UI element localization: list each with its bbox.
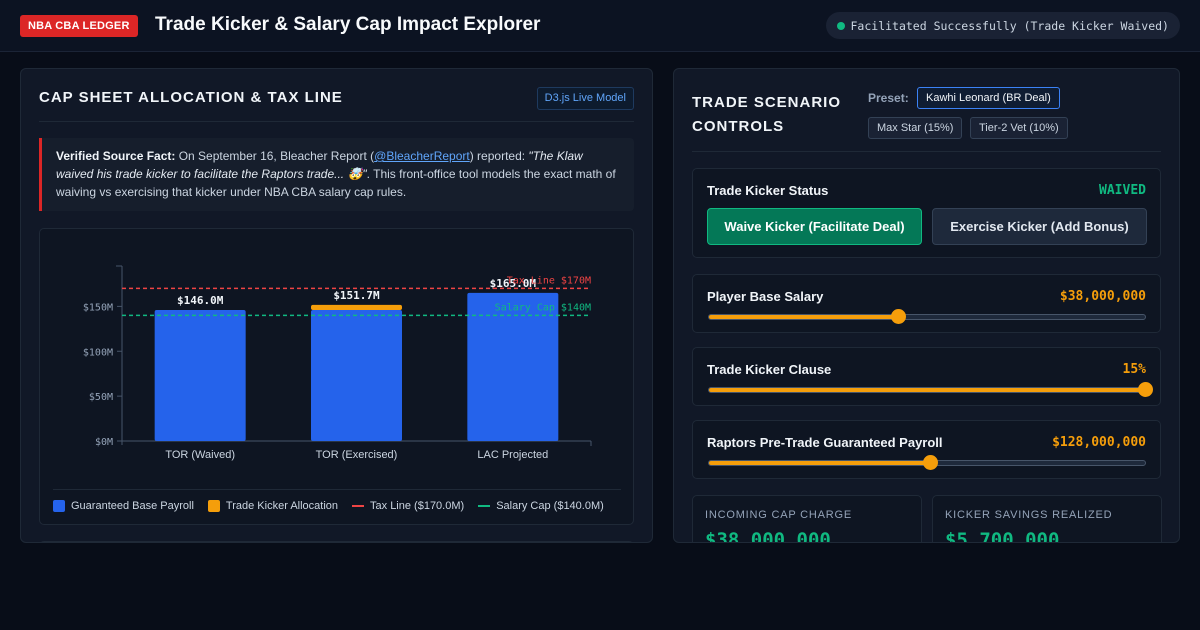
cap-line-label: Salary Cap $140M — [495, 302, 591, 313]
payroll-value: $128,000,000 — [1052, 435, 1146, 450]
base-salary-slider[interactable] — [708, 309, 1146, 324]
tax-line-label: Tax Line $170M — [507, 275, 591, 286]
bar-total-label: $165.0M — [490, 277, 537, 290]
legend-tax-line — [352, 505, 365, 507]
legend-kicker: Trade Kicker Allocation — [207, 500, 339, 512]
legend-kicker-label: Trade Kicker Allocation — [225, 500, 339, 512]
kicker-status-label: Trade Kicker Status — [707, 183, 829, 198]
model-badge: D3.js Live Model — [536, 87, 634, 110]
kicker-clause-slider[interactable] — [708, 382, 1153, 397]
x-tick-label: LAC Projected — [477, 449, 548, 461]
base-salary-card: Player Base Salary $38,000,000 — [692, 274, 1161, 333]
base-salary-fill — [709, 315, 899, 319]
exercise-kicker-button[interactable]: Exercise Kicker (Add Bonus) — [932, 208, 1147, 245]
cap-chart: $0M $50M $100M $150M $146.0M TOR (Waived) $151… — [83, 265, 592, 461]
legend-kicker-swatch — [207, 500, 220, 512]
kicker-savings-label: KICKER SAVINGS REALIZED — [945, 509, 1113, 521]
bleacher-report-link[interactable]: @BleacherReport — [374, 149, 470, 163]
payroll-fill — [709, 461, 930, 465]
incoming-cap-card: INCOMING CAP CHARGE $38,000,000 — [692, 495, 922, 543]
kicker-clause-label: Trade Kicker Clause — [707, 362, 832, 377]
kicker-savings-value: $5,700,000 — [945, 529, 1060, 543]
bar-base — [154, 309, 246, 441]
divider — [39, 121, 634, 122]
y-tick-label: $150M — [83, 302, 113, 313]
payroll-slider[interactable] — [708, 455, 1146, 470]
next-card-stub — [39, 541, 634, 542]
legend-cap: Salary Cap ($140.0M) — [478, 500, 604, 512]
x-tick-label: TOR (Exercised) — [316, 449, 398, 461]
legend-base-label: Guaranteed Base Payroll — [71, 500, 194, 512]
top-bar: NBA CBA LEDGER Trade Kicker & Salary Cap… — [0, 0, 1200, 52]
preset-max-star-button[interactable]: Max Star (15%) — [868, 117, 963, 139]
trade-controls-title: TRADE SCENARIO CONTROLS — [692, 94, 842, 135]
legend-cap-line — [478, 505, 491, 507]
kicker-clause-value: 15% — [1122, 362, 1146, 377]
status-text: Facilitated Successfully (Trade Kicker W… — [850, 18, 1170, 33]
status-dot-icon — [836, 21, 845, 30]
kicker-status-value: WAIVED — [1099, 183, 1146, 198]
y-tick-label: $0M — [95, 437, 113, 448]
cap-sheet-title: CAP SHEET ALLOCATION & TAX LINE — [39, 89, 343, 106]
kicker-status-card: Trade Kicker Status WAIVED Waive Kicker … — [692, 168, 1161, 258]
payroll-label: Raptors Pre-Trade Guaranteed Payroll — [707, 435, 943, 450]
status-pill: Facilitated Successfully (Trade Kicker W… — [825, 12, 1180, 39]
base-salary-thumb[interactable] — [891, 309, 907, 324]
incoming-cap-label: INCOMING CAP CHARGE — [705, 509, 853, 521]
legend-base: Guaranteed Base Payroll — [53, 500, 194, 512]
cap-chart-card: $0M $50M $100M $150M $146.0M TOR (Waived) $151… — [39, 228, 634, 525]
bar-kicker — [311, 304, 402, 310]
bar-total-label: $151.7M — [333, 289, 380, 302]
trade-controls-panel: TRADE SCENARIO CONTROLS Preset: Kawhi Le… — [673, 68, 1180, 543]
fact-text-2: ) reported: — [469, 149, 529, 163]
payroll-card: Raptors Pre-Trade Guaranteed Payroll $12… — [692, 420, 1161, 479]
preset-label: Preset: — [868, 91, 909, 105]
legend-base-swatch — [53, 500, 65, 512]
source-fact-box: Verified Source Fact: On September 16, B… — [39, 138, 634, 211]
bar-base — [467, 292, 559, 441]
preset-tier2-button[interactable]: Tier-2 Vet (10%) — [970, 117, 1068, 139]
fact-quote: "The Klaw waived his trade kicker to fac… — [56, 149, 583, 181]
cap-sheet-panel: CAP SHEET ALLOCATION & TAX LINE D3.js Li… — [20, 68, 653, 543]
divider — [692, 151, 1161, 152]
legend-tax-label: Tax Line ($170.0M) — [370, 500, 465, 512]
waive-kicker-button[interactable]: Waive Kicker (Facilitate Deal) — [707, 208, 922, 245]
legend-cap-label: Salary Cap ($140.0M) — [496, 500, 604, 512]
bar-total-label: $146.0M — [177, 294, 224, 307]
preset-kawhi-button[interactable]: Kawhi Leonard (BR Deal) — [917, 87, 1060, 109]
fact-text-3: . This front-office tool models the exac… — [56, 167, 616, 199]
kicker-clause-thumb[interactable] — [1138, 382, 1153, 397]
kicker-clause-card: Trade Kicker Clause 15% — [692, 347, 1161, 406]
app-title: Trade Kicker & Salary Cap Impact Explore… — [155, 14, 541, 35]
fact-label: Verified Source Fact: — [56, 149, 176, 163]
incoming-cap-value: $38,000,000 — [705, 529, 831, 543]
kicker-savings-card: KICKER SAVINGS REALIZED $5,700,000 — [932, 495, 1162, 543]
legend-tax: Tax Line ($170.0M) — [352, 500, 464, 512]
base-salary-label: Player Base Salary — [707, 289, 824, 304]
x-tick-label: TOR (Waived) — [165, 449, 235, 461]
y-tick-label: $50M — [89, 392, 113, 403]
brand-badge: NBA CBA LEDGER — [20, 15, 138, 37]
payroll-thumb[interactable] — [922, 455, 938, 470]
bar-base — [311, 309, 402, 441]
chart-legend: Guaranteed Base Payroll Trade Kicker All… — [53, 489, 621, 512]
kicker-clause-fill — [709, 388, 1145, 392]
fact-text-1: On September 16, Bleacher Report ( — [175, 149, 375, 163]
y-tick-label: $100M — [83, 347, 113, 358]
base-salary-value: $38,000,000 — [1059, 289, 1146, 304]
